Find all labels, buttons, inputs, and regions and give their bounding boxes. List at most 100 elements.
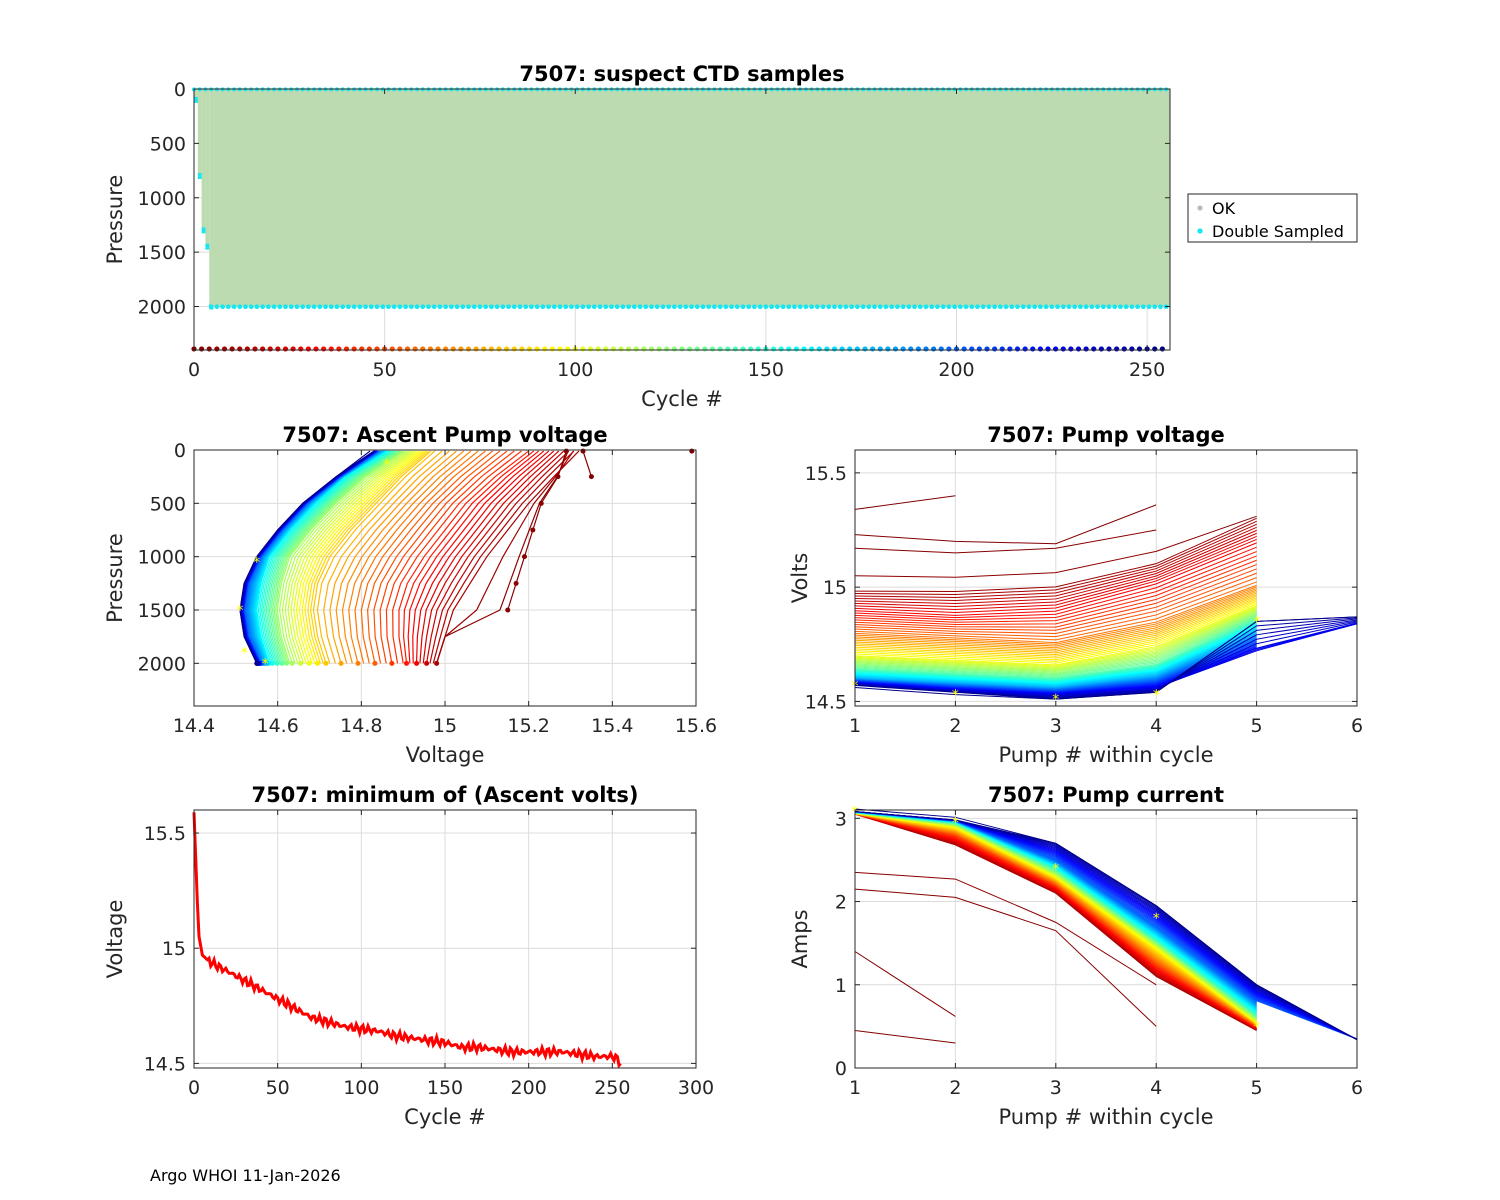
pump-voltage-line — [854, 628, 1257, 686]
ok-profile — [197, 89, 202, 176]
double-sampled-point — [460, 304, 466, 310]
double-sampled-point — [774, 304, 780, 310]
cycle-marker — [664, 346, 670, 352]
double-sampled-point — [431, 304, 437, 310]
pump-voltage-line — [854, 627, 1257, 686]
max-current-star: * — [952, 815, 959, 831]
pump-voltage-line — [854, 515, 1257, 578]
double-sampled-point — [1095, 304, 1100, 310]
cycle-marker — [839, 346, 845, 352]
ascent-pump-voltage-chart: * * * * * 14.4 14.6 14.8 15 15.2 15.4 15.6 0 500 1000 1… — [103, 423, 717, 767]
min-voltage-star: * — [383, 457, 390, 473]
pump-voltage-line — [854, 630, 1257, 688]
double-sampled-point — [220, 304, 225, 310]
double-sampled-point — [317, 304, 323, 310]
ascent-point — [689, 448, 695, 454]
double-sampled-point — [511, 304, 517, 310]
chart-title: 7507: Ascent Pump voltage — [282, 423, 607, 447]
min-voltage-star: * — [1253, 614, 1260, 630]
min-voltage-star: * — [262, 656, 269, 672]
cycle-marker — [740, 346, 746, 352]
double-sampled-point — [471, 304, 477, 310]
pump-voltage-line — [854, 538, 1257, 614]
chart-title: 7507: minimum of (Ascent volts) — [251, 783, 638, 807]
double-sampled-point — [1066, 304, 1072, 310]
double-sampled-point — [248, 304, 254, 310]
pump-voltage-line — [854, 529, 1257, 605]
pump-voltage-line — [854, 624, 1257, 683]
cycle-marker — [999, 346, 1005, 352]
double-sampled-point — [872, 304, 877, 310]
y-tick-label: 15.5 — [144, 823, 186, 845]
ascent-profile-line — [415, 450, 550, 664]
pump-voltage-line — [854, 591, 1257, 650]
pump-voltage-line — [854, 616, 1358, 700]
ascent-profile-line — [329, 450, 450, 664]
legend-label: OK — [1212, 199, 1236, 218]
cycle-marker — [969, 346, 975, 352]
double-sampled-point — [643, 304, 649, 310]
pump-voltage-line — [854, 542, 1257, 616]
data-layer: * * * * * — [237, 448, 695, 672]
double-sampled-point — [574, 304, 580, 310]
cycle-marker — [862, 346, 868, 352]
ascent-bottom-point — [424, 660, 430, 666]
ascent-point — [530, 527, 536, 533]
double-sampled-point — [580, 304, 586, 310]
x-tick-label: 5 — [1251, 1077, 1263, 1099]
pump-voltage-line — [854, 532, 1257, 608]
pump-voltage-line — [854, 564, 1257, 628]
ascent-profile-line — [274, 450, 402, 664]
double-sampled-point — [957, 304, 963, 310]
ok-samples-block — [210, 89, 1170, 307]
cycle-marker — [671, 346, 677, 352]
double-sampled-point — [265, 304, 271, 310]
cycle-marker — [1014, 346, 1021, 352]
cycle-marker — [252, 346, 258, 352]
ascent-profile-line — [267, 450, 396, 664]
ascent-profile-line — [293, 450, 416, 664]
ascent-profile-line — [323, 450, 443, 664]
cycle-marker — [298, 346, 304, 352]
x-tick-label: 6 — [1351, 715, 1363, 737]
double-sampled-point — [271, 304, 277, 310]
cycle-marker — [755, 346, 761, 352]
double-sampled-point — [671, 304, 677, 310]
pump-voltage-line — [854, 616, 1257, 677]
double-sampled-point — [523, 304, 529, 310]
chart-title: 7507: Pump voltage — [987, 423, 1225, 447]
double-sampled-marker — [197, 173, 202, 179]
cycle-marker — [831, 346, 838, 352]
double-sampled-point — [843, 304, 849, 310]
y-tick-label: 2 — [835, 892, 847, 914]
cycle-marker — [404, 346, 411, 352]
cycle-marker — [511, 346, 517, 352]
double-sampled-point — [597, 304, 603, 310]
ascent-profile-line — [360, 450, 486, 664]
y-axis-label: Voltage — [103, 900, 127, 979]
double-sampled-point — [517, 304, 523, 310]
x-axis-label: Voltage — [406, 743, 485, 767]
double-sampled-point — [992, 304, 998, 310]
cycle-marker — [1159, 346, 1165, 352]
cycle-marker — [450, 346, 456, 352]
pump-voltage-line — [854, 597, 1257, 657]
double-sampled-marker — [201, 227, 206, 234]
pump-voltage-line — [854, 615, 1257, 676]
ascent-profile-line — [426, 450, 565, 664]
y-axis-label: Pressure — [103, 533, 127, 623]
pump-voltage-line — [854, 526, 1257, 601]
ascent-profile-line — [265, 450, 395, 664]
pump-voltage-line — [854, 592, 1257, 652]
cycle-marker — [343, 346, 350, 352]
double-sampled-point — [895, 304, 900, 310]
double-sampled-point — [1135, 304, 1140, 310]
cycle-marker — [214, 346, 220, 352]
pump-voltage-line — [854, 605, 1257, 667]
cycle-marker — [824, 346, 830, 352]
pump-voltage-line — [854, 626, 1257, 685]
double-sampled-point — [980, 304, 986, 310]
cycle-marker — [366, 346, 372, 352]
double-sampled-point — [1043, 304, 1049, 310]
pump-voltage-line — [854, 603, 1257, 664]
